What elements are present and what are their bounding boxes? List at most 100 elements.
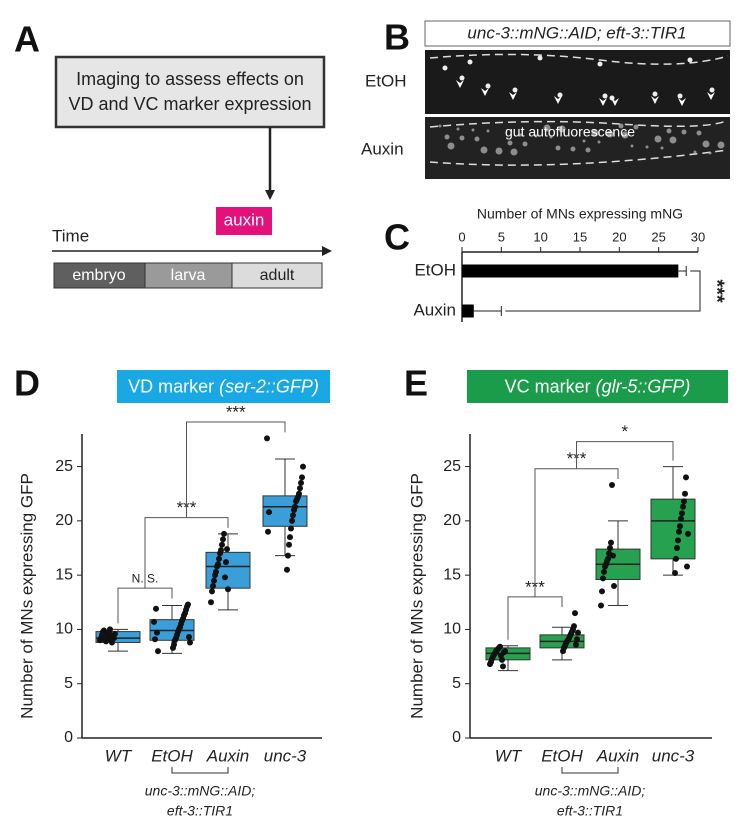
axis-label: Time [52,226,89,245]
treatment-box [216,207,272,235]
data-point [611,583,617,589]
data-point [685,530,691,537]
group-label: eft-3::TIR1 [167,803,233,819]
stage-segment [53,262,146,289]
y-axis-label: Number of MNs expressing GFP [407,473,426,719]
data-point [186,634,192,641]
data-point [292,503,298,510]
data-point [225,586,231,593]
data-point [610,552,616,559]
box-text: VD and VC marker expression [68,94,311,114]
spot [609,95,615,101]
comparison-bracket [576,441,674,469]
data-point [683,474,689,481]
autofluorescence [666,128,672,134]
autofluorescence [591,129,599,137]
arrowhead [456,80,464,88]
micrograph [425,50,730,114]
data-point [500,663,506,670]
panel-label: A [14,19,40,60]
autofluorescence [480,146,488,154]
data-point [219,541,225,548]
x-tick-label: unc-3 [652,746,695,765]
genotype-label: unc-3::mNG::AID; eft-3::TIR1 [467,23,686,42]
significance-bracket [505,270,701,312]
data-point [287,534,293,541]
data-point [112,630,118,637]
x-tick-label: 5 [498,229,505,244]
autofluorescence [693,150,697,154]
data-point [502,648,508,655]
panel-label: C [384,217,410,258]
group-label: unc-3::mNG::AID; [535,783,646,799]
x-tick-label: WT [105,746,133,765]
data-point [215,561,221,568]
y-tick-label: 5 [452,675,461,692]
spot [687,57,693,63]
data-point [677,523,683,530]
spot [442,65,448,71]
autofluorescence [645,145,649,149]
x-tick-label: unc-3 [264,746,307,765]
data-point [220,536,226,543]
data-point [681,498,687,505]
stage-segment [231,262,323,289]
autofluorescence [456,127,460,131]
arrowhead [599,98,607,106]
autofluorescence [510,148,518,156]
data-point [210,583,216,589]
autofluorescence [522,141,528,147]
title-marker: (ser-2::GFP) [219,376,319,396]
data-point [601,568,607,575]
title-text: VD marker [128,376,219,396]
data-point [607,545,613,551]
data-point [286,541,292,548]
title-text: VC marker [505,376,596,396]
autofluorescence [471,128,475,132]
data-point [289,517,295,524]
comparison-bracket [507,596,563,640]
micrographs [425,50,730,179]
data-point [599,588,605,595]
autofluorescence [702,140,710,148]
comparison-label: * [621,422,628,441]
data-point [266,509,272,516]
data-point [300,463,306,470]
autofluorescence [630,144,634,148]
spot [602,93,608,99]
data-point [605,555,611,562]
autofluorescence [618,123,624,129]
data-point [573,641,579,648]
data-point [153,605,159,612]
comparison-label: *** [226,403,246,422]
chart-title: VC marker (glr-5::GFP) [505,376,691,396]
autofluorescence [474,136,480,142]
arrowhead [481,88,489,96]
group-label: eft-3::TIR1 [557,803,623,819]
autofluorescence [633,124,639,130]
title-marker: (glr-5::GFP) [596,376,691,396]
arrowhead [651,96,659,104]
data-point [213,568,219,575]
autofluorescence [555,145,561,151]
data-point [265,528,271,535]
x-tick-label: EtOH [541,746,583,765]
autofluorescence [696,130,702,136]
data-point [572,610,578,617]
spot [459,75,465,81]
data-point [264,435,270,442]
x-tick-label: 0 [458,229,465,244]
imaging-box [54,55,326,129]
data-point [678,515,684,522]
stage-segment [144,262,233,289]
group-label: unc-3::mNG::AID; [145,783,256,799]
outline [429,53,729,65]
data-point [211,577,217,584]
spot [537,55,543,61]
title-box [467,370,728,403]
autofluorescence [438,124,442,128]
data-point [676,528,682,535]
autofluorescence [621,131,629,139]
data-point [218,547,224,554]
